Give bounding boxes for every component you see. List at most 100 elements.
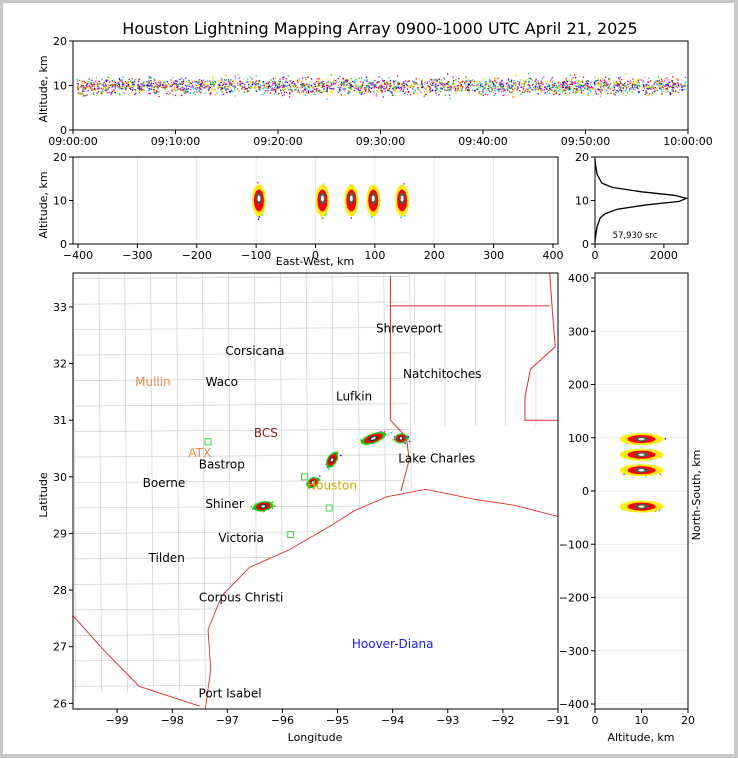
source-point bbox=[468, 84, 470, 86]
source-point bbox=[128, 85, 130, 88]
source-point bbox=[565, 78, 567, 81]
source-point bbox=[358, 77, 360, 79]
source-point bbox=[559, 91, 561, 93]
source-point bbox=[105, 79, 107, 81]
source-point bbox=[650, 87, 652, 89]
county-line bbox=[73, 301, 410, 305]
source-point bbox=[568, 94, 570, 96]
source-point bbox=[367, 88, 370, 90]
source-point bbox=[373, 84, 375, 86]
map-xtick-label: −95 bbox=[326, 714, 349, 727]
source-point bbox=[557, 90, 559, 92]
source-point bbox=[225, 83, 228, 85]
source-point bbox=[632, 87, 635, 89]
source-point bbox=[636, 81, 638, 83]
source-point bbox=[584, 83, 587, 85]
source-point bbox=[424, 88, 427, 90]
source-point bbox=[316, 86, 319, 88]
source-point bbox=[337, 86, 339, 89]
source-point bbox=[546, 88, 548, 91]
source-point bbox=[332, 90, 334, 92]
source-point bbox=[148, 80, 150, 82]
source-point bbox=[348, 92, 350, 95]
source-point bbox=[609, 88, 611, 90]
source-point bbox=[428, 91, 430, 93]
source-point bbox=[493, 90, 496, 92]
source-point bbox=[535, 81, 537, 83]
source-point bbox=[398, 83, 401, 85]
source-point bbox=[230, 79, 232, 81]
source-point bbox=[493, 78, 496, 80]
source-point bbox=[555, 89, 557, 91]
source-point bbox=[193, 91, 195, 93]
source-point bbox=[125, 82, 128, 84]
source-point bbox=[90, 86, 92, 88]
source-point bbox=[583, 83, 586, 85]
source-point bbox=[484, 93, 486, 95]
source-point bbox=[220, 89, 222, 91]
source-point bbox=[561, 91, 564, 93]
source-point bbox=[625, 86, 627, 88]
source-point bbox=[339, 86, 341, 88]
source-point bbox=[87, 87, 89, 89]
source-point bbox=[200, 83, 202, 85]
source-point bbox=[109, 84, 112, 87]
source-point bbox=[183, 87, 185, 89]
source-point bbox=[260, 84, 262, 87]
source-point bbox=[447, 81, 449, 83]
source-point bbox=[378, 76, 380, 78]
source-point bbox=[193, 88, 195, 90]
source-point bbox=[587, 94, 589, 96]
source-point bbox=[194, 87, 197, 89]
source-point bbox=[371, 87, 374, 89]
source-point bbox=[243, 84, 246, 86]
source-point bbox=[380, 87, 382, 89]
source-point bbox=[563, 84, 565, 86]
source-point bbox=[580, 88, 582, 90]
map-xtick-label: −92 bbox=[491, 714, 514, 727]
source-point bbox=[622, 84, 624, 86]
source-point bbox=[552, 76, 554, 79]
source-point bbox=[534, 79, 537, 81]
source-point bbox=[278, 86, 280, 89]
source-point bbox=[496, 88, 499, 91]
source-point bbox=[509, 91, 512, 93]
source-point bbox=[271, 501, 274, 504]
source-point bbox=[388, 84, 390, 86]
source-point bbox=[198, 83, 200, 85]
source-point bbox=[665, 91, 667, 93]
source-point bbox=[142, 90, 144, 92]
source-point bbox=[383, 80, 385, 82]
source-point bbox=[318, 83, 321, 85]
source-point bbox=[113, 89, 115, 91]
source-point bbox=[520, 93, 522, 95]
source-point bbox=[356, 91, 358, 93]
source-point bbox=[325, 82, 327, 84]
source-point bbox=[211, 89, 213, 91]
source-point bbox=[614, 94, 616, 96]
source-point bbox=[585, 80, 587, 83]
source-point bbox=[77, 86, 80, 88]
source-point bbox=[320, 216, 323, 219]
source-point bbox=[97, 85, 99, 88]
source-point bbox=[667, 84, 669, 86]
source-point bbox=[119, 86, 122, 88]
source-point bbox=[369, 87, 371, 89]
source-point bbox=[134, 79, 136, 81]
source-point bbox=[100, 87, 102, 90]
source-point bbox=[601, 85, 603, 87]
source-point bbox=[409, 86, 411, 88]
source-point bbox=[276, 84, 278, 86]
source-point bbox=[239, 81, 241, 83]
source-point bbox=[373, 85, 375, 87]
source-point bbox=[172, 76, 174, 79]
source-point bbox=[86, 81, 88, 84]
source-point bbox=[254, 86, 256, 88]
source-point bbox=[304, 87, 306, 89]
source-point bbox=[216, 92, 218, 94]
source-point bbox=[326, 84, 328, 87]
source-point bbox=[146, 87, 149, 89]
source-point bbox=[228, 88, 231, 91]
source-point bbox=[578, 86, 580, 88]
source-point bbox=[485, 82, 487, 84]
